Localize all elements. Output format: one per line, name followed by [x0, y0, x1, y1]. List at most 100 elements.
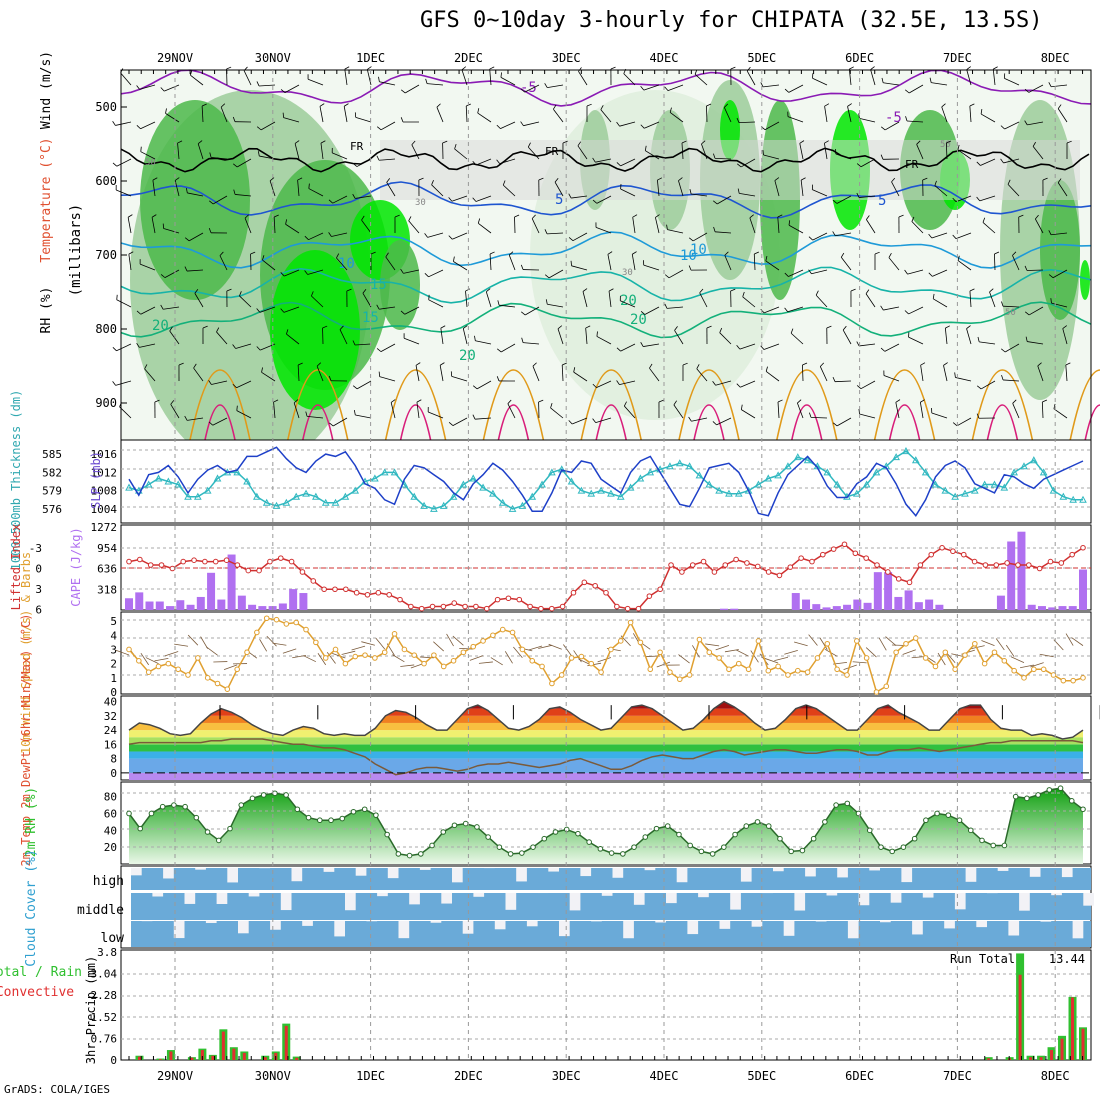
wind-barb-flag: [262, 255, 265, 261]
cloud-gap: [205, 921, 217, 924]
wind-barb: [945, 142, 948, 160]
cloud-gap: [291, 868, 303, 882]
wind-barb-flag: [250, 251, 256, 255]
wind-barb-flag: [577, 141, 582, 147]
wind-barb: [164, 84, 180, 92]
cape-bar: [1027, 604, 1036, 610]
date-label-bottom: 7DEC: [943, 1069, 972, 1083]
wind-barb-flag: [904, 310, 909, 315]
wind-speed-line-point: [155, 663, 162, 670]
wind-barb: [453, 261, 468, 271]
wind-barb: [943, 365, 948, 382]
rh-line-point: [395, 851, 402, 857]
wind-barb-flag: [400, 117, 404, 123]
wind-barb: [427, 232, 444, 238]
rh-line-point: [451, 822, 458, 829]
temp-tick: 24: [104, 724, 118, 737]
isotherm-arch-hot: [399, 404, 432, 441]
wind-barb: [1002, 305, 1020, 308]
wind-barb: [740, 158, 756, 168]
wind-barb: [211, 380, 228, 385]
cape-tick: 954: [97, 542, 117, 555]
li-line-point: [462, 603, 468, 610]
wind-barb: [746, 70, 756, 86]
li-line-point: [343, 586, 349, 593]
wind-speed-line-point: [283, 621, 290, 627]
wind-barb-flag: [592, 157, 596, 163]
wind-barb: [883, 375, 900, 382]
wind-barb: [411, 144, 420, 160]
wind-barb-flag: [319, 103, 325, 107]
wind-barb-flag: [439, 362, 445, 366]
wind-barb-flag: [632, 251, 637, 255]
wind-barb: [573, 371, 588, 382]
wind-barb-flag: [784, 307, 789, 312]
wind-barb-flag: [842, 325, 847, 331]
wind-barb-flag: [136, 342, 140, 348]
wind-barb-flag: [832, 199, 838, 204]
li-line-point: [191, 557, 197, 564]
wind-barb-flag: [977, 336, 980, 342]
wind-barb-flag: [585, 325, 591, 329]
thickness-line-point: [784, 462, 792, 470]
freezing-label: FR: [350, 140, 364, 153]
wind-barb: [916, 144, 924, 160]
wind-barb: [194, 293, 204, 308]
precip-conv-bar: [987, 1058, 991, 1060]
wind-barb-flag: [553, 104, 557, 110]
wind-barb-flag: [943, 362, 948, 366]
li-tick: 3: [35, 583, 42, 596]
wind-barb: [979, 195, 996, 202]
li-line-point: [277, 555, 284, 561]
wind-barb-flag: [463, 325, 468, 329]
li-line-point: [830, 546, 837, 552]
rh-line-point: [1080, 806, 1086, 813]
cloud-gap: [419, 868, 431, 870]
wind-barb-flag: [644, 145, 647, 151]
wind-barb-flag: [257, 151, 260, 157]
wind-barb: [1004, 343, 1020, 353]
li-line-point: [202, 558, 208, 565]
wind-barb: [911, 221, 924, 234]
date-label-top: 7DEC: [943, 51, 972, 65]
wind-barb-flag: [888, 253, 892, 258]
wind-speed-line-point: [637, 639, 644, 646]
slp-tick: 1016: [91, 448, 118, 461]
thickness-line-point: [498, 498, 507, 506]
thickness-line-point: [1029, 456, 1038, 464]
wind-barb-flag: [280, 272, 285, 277]
wind-barb-flag: [424, 233, 428, 238]
wind-barb: [1051, 84, 1068, 88]
wind-speed-line-point: [381, 649, 388, 656]
wind-barb: [1012, 403, 1020, 419]
wind-barb: [623, 73, 636, 86]
wind-barb-flag: [236, 405, 238, 411]
li-line-point: [256, 567, 262, 574]
li-line-point: [657, 586, 664, 593]
wind-barb: [561, 364, 564, 382]
thickness-line-point: [390, 468, 399, 476]
wind-barb: [577, 145, 588, 160]
wind-barb-flag: [640, 310, 646, 315]
wind-barb-flag: [832, 231, 836, 236]
wind-barb: [908, 306, 924, 315]
wind-barb: [1053, 408, 1068, 419]
wind-barb-flag: [140, 146, 142, 152]
thickness-line-point: [823, 468, 832, 476]
li-line-point: [906, 579, 913, 586]
wind-barb-flag: [184, 266, 188, 272]
wind-barb-flag: [1025, 336, 1028, 342]
wind-barb: [475, 417, 492, 420]
wind-barb: [937, 652, 946, 666]
precip-conv-bar: [1018, 974, 1022, 1060]
wind-barb: [723, 107, 732, 123]
wind-barb: [1011, 656, 1025, 663]
wind-speed-line-point: [322, 655, 329, 661]
li-line-point: [863, 555, 869, 561]
wind-speed-line-point: [726, 666, 732, 673]
cloud-gap: [954, 893, 966, 910]
slp-tick: 1012: [91, 466, 118, 479]
thickness-line-point: [744, 486, 753, 494]
rh-line-point: [148, 810, 155, 817]
rh-line-point: [1046, 787, 1053, 793]
